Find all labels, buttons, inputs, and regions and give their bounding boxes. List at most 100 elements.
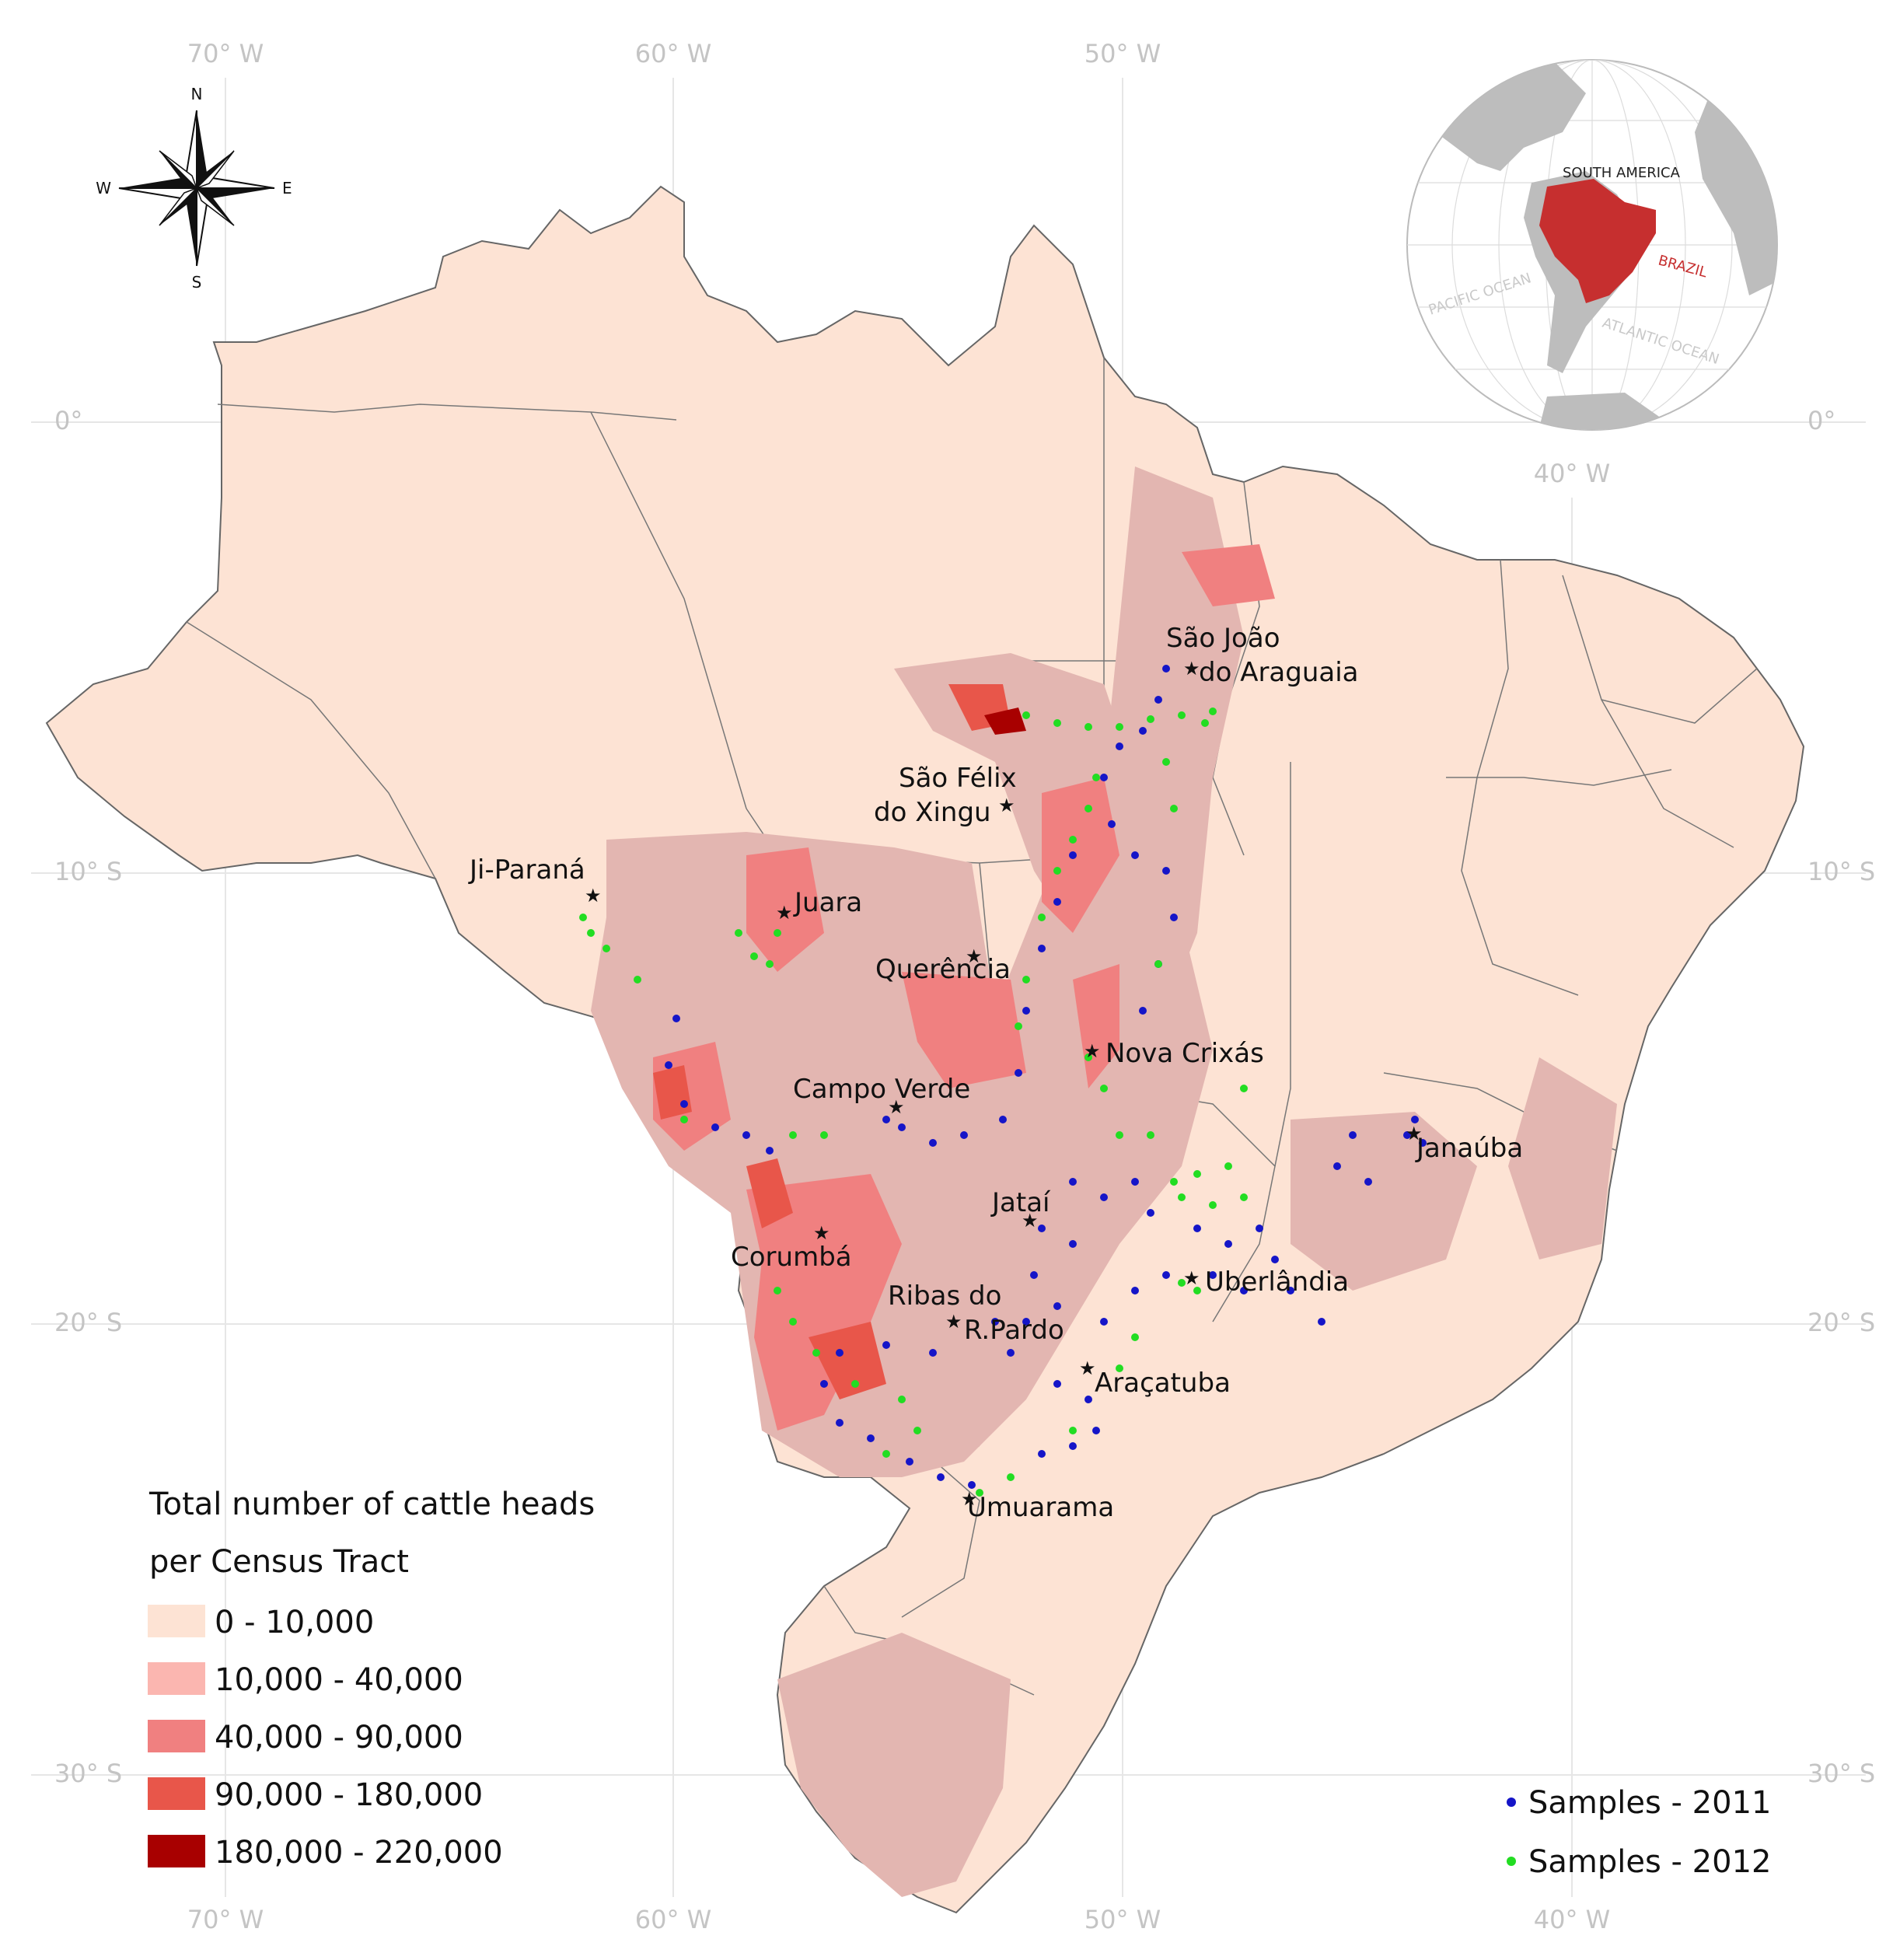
city-jatai: ★ Jataí [990, 1187, 1051, 1232]
city-campo-verde: ★ Campo Verde [793, 1074, 970, 1118]
lon-label-40w-bottom: 40° W [1534, 1905, 1611, 1934]
legend-label-4: 180,000 - 220,000 [215, 1835, 503, 1871]
inset-antarctica [1539, 393, 1664, 430]
latitude-labels: 0° 0° 10° S 10° S 20° S 20° S 30° S 30° … [54, 406, 1875, 1788]
legend-class-3: 90,000 - 180,000 [148, 1777, 483, 1813]
svg-text:Nova Crixás: Nova Crixás [1105, 1038, 1264, 1069]
lat-label-30s-left: 30° S [54, 1759, 122, 1788]
svg-text:Jataí: Jataí [990, 1187, 1051, 1218]
compass-e: E [282, 179, 292, 197]
lat-label-20s-left: 20° S [54, 1308, 122, 1337]
svg-text:★: ★ [888, 1096, 905, 1118]
legend-label-3: 90,000 - 180,000 [215, 1777, 483, 1813]
svg-text:Campo Verde: Campo Verde [793, 1074, 970, 1105]
inset-globe: SOUTH AMERICA BRAZIL PACIFIC OCEAN ATLAN… [1406, 59, 1778, 431]
longitude-labels: 70° W 60° W 50° W 40° W 70° W 60° W 50° … [187, 39, 1611, 1934]
lon-label-70w-top: 70° W [187, 39, 264, 68]
svg-text:★: ★ [961, 1488, 978, 1510]
legend-label-0: 0 - 10,000 [215, 1605, 374, 1640]
lat-label-10s-left: 10° S [54, 857, 122, 886]
city-juara: ★ Juara [776, 887, 862, 924]
city-umuarama: ★ Umuarama [961, 1488, 1114, 1523]
svg-text:Janaúba: Janaúba [1415, 1133, 1523, 1164]
svg-text:★: ★ [1084, 1040, 1101, 1062]
svg-text:★: ★ [945, 1311, 962, 1333]
legend-swatch-1 [148, 1662, 205, 1695]
svg-text:Querência: Querência [875, 954, 1011, 985]
compass-w: W [96, 179, 111, 197]
city-sao-joao-do-araguaia: ★ São João do Araguaia [1166, 623, 1359, 688]
svg-text:★: ★ [1183, 658, 1200, 680]
compass-rose: N S E W [96, 85, 292, 292]
svg-text:★: ★ [1406, 1123, 1423, 1144]
city-corumba: ★ Corumbá [731, 1222, 852, 1273]
svg-text:Umuarama: Umuarama [967, 1492, 1114, 1523]
city-nova-crixas: ★ Nova Crixás [1084, 1038, 1264, 1069]
cattle-legend: Total number of cattle heads per Census … [148, 1487, 595, 1871]
lat-label-20s-right: 20° S [1807, 1308, 1875, 1337]
city-janauba: ★ Janaúba [1406, 1123, 1523, 1164]
lat-label-30s-right: 30° S [1807, 1759, 1875, 1788]
lon-label-50w-bottom: 50° W [1084, 1905, 1161, 1934]
lat-label-10s-right: 10° S [1807, 857, 1875, 886]
samples-2011-label: Samples - 2011 [1528, 1785, 1771, 1821]
high-density-zones [653, 544, 1275, 1431]
legend-label-1: 10,000 - 40,000 [215, 1662, 463, 1698]
samples-2011-points [665, 665, 1427, 1489]
svg-text:Ji-Paraná: Ji-Paraná [468, 854, 585, 886]
legend-class-0: 0 - 10,000 [148, 1605, 374, 1640]
svg-text:Uberlândia: Uberlândia [1205, 1266, 1349, 1298]
lat-label-0-right: 0° [1807, 406, 1835, 435]
city-labels: ★ São João do Araguaia ★ São Félix do Xi… [468, 623, 1523, 1523]
svg-text:★: ★ [813, 1222, 830, 1244]
svg-text:★: ★ [1183, 1267, 1200, 1289]
city-ji-parana: ★ Ji-Paraná [468, 854, 602, 907]
city-uberlandia: ★ Uberlândia [1183, 1266, 1349, 1298]
legend-swatch-0 [148, 1605, 205, 1637]
legend-swatch-3 [148, 1777, 205, 1810]
lon-label-70w-bottom: 70° W [187, 1905, 264, 1934]
svg-text:★: ★ [998, 795, 1015, 816]
legend-class-1: 10,000 - 40,000 [148, 1662, 463, 1698]
svg-text:Araçatuba: Araçatuba [1095, 1368, 1231, 1399]
inset-label-south-america: SOUTH AMERICA [1563, 165, 1681, 181]
samples-2012-points [579, 707, 1248, 1497]
svg-text:do Araguaia: do Araguaia [1199, 657, 1359, 688]
lat-label-0-left: 0° [54, 406, 82, 435]
svg-text:São João: São João [1166, 623, 1280, 654]
lon-label-60w-bottom: 60° W [635, 1905, 712, 1934]
city-sao-felix-do-xingu: ★ São Félix do Xingu [874, 763, 1017, 828]
svg-text:Juara: Juara [793, 887, 862, 918]
svg-text:★: ★ [1022, 1210, 1039, 1232]
svg-text:do Xingu: do Xingu [874, 797, 991, 828]
samples-2011-swatch [1507, 1798, 1516, 1807]
samples-legend: Samples - 2011 Samples - 2012 [1507, 1785, 1771, 1880]
svg-text:Ribas do: Ribas do [888, 1280, 1001, 1312]
lon-label-50w-top: 50° W [1084, 39, 1161, 68]
legend-swatch-2 [148, 1720, 205, 1752]
svg-text:Corumbá: Corumbá [731, 1242, 852, 1273]
legend-swatch-4 [148, 1835, 205, 1867]
legend-title-line2: per Census Tract [149, 1544, 409, 1580]
compass-s: S [192, 273, 202, 292]
samples-2012-swatch [1507, 1857, 1516, 1866]
samples-2012-label: Samples - 2012 [1528, 1844, 1771, 1880]
svg-text:★: ★ [585, 885, 602, 907]
compass-n: N [191, 85, 203, 103]
city-querencia: ★ Querência [875, 945, 1011, 985]
svg-text:★: ★ [966, 945, 983, 967]
svg-text:★: ★ [776, 902, 793, 924]
svg-text:★: ★ [1079, 1357, 1096, 1379]
city-ribas-do-rio-pardo: ★ Ribas do R.Pardo [888, 1280, 1064, 1346]
legend-title-line1: Total number of cattle heads [148, 1487, 595, 1522]
inset-brazil [1539, 179, 1656, 303]
lon-label-40w-mid: 40° W [1534, 459, 1611, 488]
highest-density-zone [984, 707, 1026, 735]
lon-label-60w-top: 60° W [635, 39, 712, 68]
legend-label-2: 40,000 - 90,000 [215, 1720, 463, 1756]
svg-text:R.Pardo: R.Pardo [964, 1315, 1064, 1346]
legend-class-4: 180,000 - 220,000 [148, 1835, 503, 1871]
city-aracatuba: ★ Araçatuba [1079, 1357, 1231, 1399]
legend-class-2: 40,000 - 90,000 [148, 1720, 463, 1756]
